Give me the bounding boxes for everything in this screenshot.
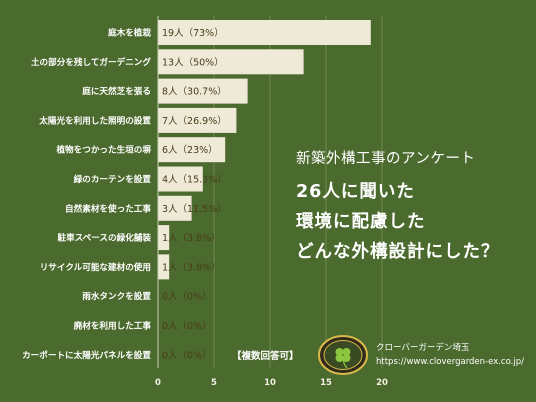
- value-label: 19人（73%）: [162, 27, 224, 39]
- clover-garden-logo: [318, 335, 368, 375]
- category-label: 廃材を利用した工事: [74, 320, 152, 332]
- survey-title: 新築外構工事のアンケート 26人に聞いた 環境に配慮した どんな外構設計にした？: [296, 147, 500, 267]
- x-tick-label: 20: [376, 378, 388, 388]
- category-label: 庭木を植栽: [108, 27, 151, 39]
- bar: [158, 137, 226, 163]
- chart-grid: [213, 16, 383, 368]
- category-label: リサイクル可能な建材の使用: [40, 261, 151, 273]
- value-label: 4人（15.3%）: [162, 174, 227, 186]
- value-label: 0人（0%）: [162, 320, 212, 332]
- headline-line-1: 26人に聞いた: [296, 182, 415, 202]
- brand-block: クローバーガーデン埼玉 https://www.clovergarden-ex.…: [318, 335, 524, 375]
- headline-line-2: 環境に配慮した: [296, 212, 426, 232]
- value-label: 0人（0%）: [162, 349, 212, 361]
- value-label: 0人（0%）: [162, 291, 212, 303]
- value-label: 13人（50%）: [162, 56, 224, 68]
- value-label: 1人（3.8%）: [162, 261, 221, 273]
- value-label: 3人（11.5%）: [162, 203, 227, 215]
- survey-subtitle: 新築外構工事のアンケート: [296, 151, 476, 167]
- bar: [158, 49, 304, 75]
- category-label: カーポートに太陽光パネルを設置: [22, 349, 151, 361]
- value-label: 8人（30.7%）: [162, 86, 227, 98]
- bar: [158, 20, 371, 45]
- x-tick-label: 10: [264, 378, 276, 388]
- category-label: 自然素材を使った工事: [65, 202, 151, 214]
- bar: [158, 254, 170, 280]
- x-tick-label: 0: [155, 378, 161, 388]
- category-label: 植物をつかった生垣の塀: [55, 144, 151, 156]
- multiple-answer-note: 【複数回答可】: [232, 351, 299, 362]
- brand-url[interactable]: https://www.clovergarden-ex.co.jp/: [376, 357, 524, 367]
- headline-line-3: どんな外構設計にした？: [296, 242, 500, 262]
- x-axis-ticks: 0 5 10 15 20: [155, 378, 388, 388]
- x-tick-label: 5: [211, 378, 217, 388]
- chart-bars: 庭木を植栽 19人（73%） 土の部分を残してガーデニング 13人（50%） 庭に天然芝…: [22, 20, 371, 361]
- x-tick-label: 15: [320, 378, 332, 388]
- value-label: 7人（26.9%）: [162, 115, 227, 127]
- bar: [158, 166, 203, 192]
- bar: [158, 225, 170, 251]
- category-label: 庭に天然芝を張る: [82, 85, 151, 97]
- value-label: 1人（3.8%）: [162, 232, 221, 244]
- category-label: 雨水タンクを設置: [82, 290, 151, 302]
- brand-name: クローバーガーデン埼玉: [376, 343, 470, 353]
- value-label: 6人（23%）: [162, 144, 218, 156]
- bar: [158, 107, 237, 133]
- category-label: 緑のカーテンを設置: [74, 173, 152, 185]
- category-label: 太陽光を利用した照明の設置: [39, 114, 151, 126]
- bar: [158, 195, 192, 221]
- category-label: 土の部分を残してガーデニング: [31, 56, 151, 68]
- category-label: 駐車スペースの緑化舗装: [58, 232, 152, 244]
- bar: [158, 78, 248, 104]
